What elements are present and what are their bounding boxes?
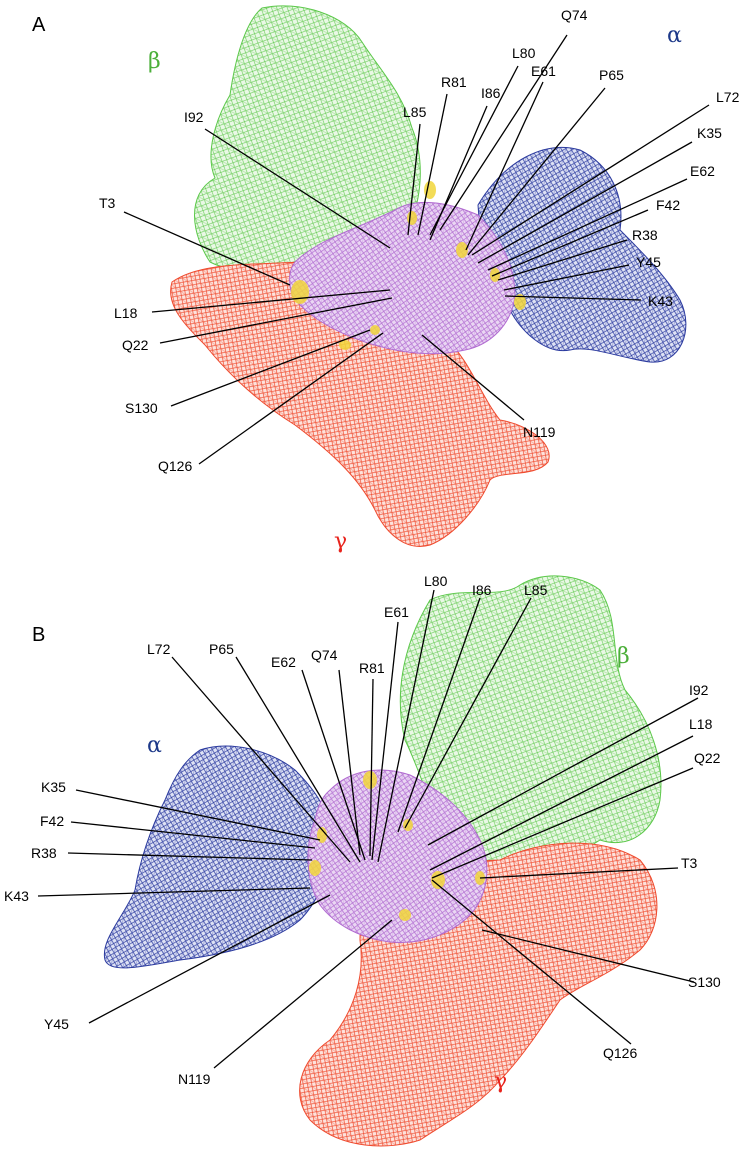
- residue-label: T3: [681, 855, 698, 871]
- residue-label: L80: [512, 45, 536, 61]
- residue-label: Y45: [44, 1016, 69, 1032]
- panel-a-alpha-label: α: [667, 23, 682, 48]
- residue-label: I92: [689, 682, 709, 698]
- residue-label: L18: [114, 305, 138, 321]
- panel-b-label: B: [32, 624, 45, 646]
- residue-label: Q126: [158, 458, 192, 474]
- panel-a-residue-labels: Q74 L80 L85 R81 I86 E61 P65 L72 I92 K35 …: [99, 7, 740, 474]
- residue-label: T3: [99, 195, 116, 211]
- residue-label: I86: [472, 582, 492, 598]
- residue-label: E61: [384, 604, 409, 620]
- panel-b-residue-labels: L80 I86 L85 E61 L72 P65 E62 Q74 R81 I92 …: [4, 573, 721, 1087]
- residue-label: K35: [41, 779, 66, 795]
- residue-label: I92: [184, 109, 204, 125]
- residue-label: K43: [648, 293, 673, 309]
- panel-a: A β α γ: [32, 5, 740, 554]
- residue-label: L85: [524, 582, 548, 598]
- residue-label: R81: [359, 660, 385, 676]
- residue-label: F42: [656, 197, 680, 213]
- panel-b-central-subunit: [307, 769, 488, 944]
- panel-b: B β α γ L80: [4, 573, 721, 1147]
- residue-label: N119: [523, 424, 556, 440]
- panel-b-leader-lines: [37, 589, 699, 1069]
- residue-label: E62: [271, 654, 296, 670]
- panel-a-central-subunit: [289, 201, 516, 355]
- residue-label: L72: [147, 641, 171, 657]
- residue-label: L72: [716, 89, 740, 105]
- panel-a-label: A: [32, 14, 46, 36]
- residue-label: E61: [531, 63, 556, 79]
- residue-label: L80: [424, 573, 448, 589]
- panel-a-alpha-subunit: [477, 146, 687, 363]
- residue-label: R81: [441, 74, 467, 90]
- residue-label: K43: [4, 888, 29, 904]
- residue-label: Q74: [311, 647, 338, 663]
- residue-label: Q22: [694, 750, 721, 766]
- panel-b-gamma-label: γ: [494, 1069, 507, 1094]
- residue-label: Y45: [636, 254, 661, 270]
- residue-label: Q74: [561, 7, 588, 23]
- residue-label: L18: [689, 716, 713, 732]
- residue-label: Q22: [122, 337, 149, 353]
- panel-a-gamma-label: γ: [334, 529, 347, 554]
- panel-a-leader-lines: [123, 34, 710, 465]
- residue-label: S130: [688, 974, 721, 990]
- residue-label: I86: [481, 85, 501, 101]
- residue-label: P65: [599, 67, 624, 83]
- residue-label: K35: [697, 125, 722, 141]
- panel-b-beta-label: β: [617, 644, 630, 669]
- residue-label: L85: [403, 104, 427, 120]
- panel-b-contact-residues: [309, 771, 485, 921]
- panel-b-beta-subunit: [399, 575, 662, 881]
- residue-label: R38: [632, 227, 658, 243]
- residue-label: R38: [31, 845, 57, 861]
- residue-label: F42: [40, 813, 64, 829]
- residue-label: P65: [209, 641, 234, 657]
- residue-label: S130: [125, 400, 158, 416]
- residue-label: E62: [690, 163, 715, 179]
- residue-label: N119: [178, 1071, 211, 1087]
- panel-b-alpha-label: α: [147, 733, 162, 758]
- panel-a-beta-label: β: [148, 49, 161, 74]
- residue-label: Q126: [603, 1045, 637, 1061]
